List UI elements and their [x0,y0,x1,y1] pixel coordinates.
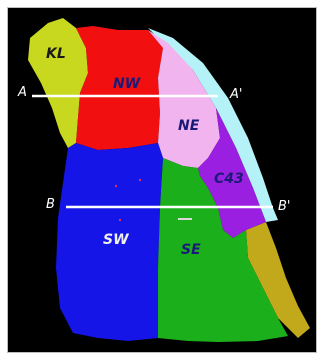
section-a-start: A [17,85,27,100]
region-sw [56,143,163,341]
section-a-end: A' [229,87,242,102]
region-map: KL NW NE C43 SW SE A A' B B' [8,8,316,352]
speck [138,178,142,182]
speck [114,184,118,188]
south-rim [246,222,310,338]
region-se [158,158,288,342]
speck [178,218,192,220]
speck [118,218,122,222]
region-nw [76,26,163,150]
region-map-figure: KL NW NE C43 SW SE A A' B B' [7,7,317,353]
region-c43 [198,108,266,238]
label-kl: KL [46,46,66,62]
east-rim [148,28,278,222]
label-c43: C43 [214,171,244,187]
label-nw: NW [113,76,141,92]
label-se: SE [181,242,201,258]
label-sw: SW [103,232,129,248]
region-kl [28,18,88,148]
section-b-start: B [46,197,55,212]
region-ne [148,30,220,168]
section-b-end: B' [278,199,291,214]
label-ne: NE [178,118,200,134]
